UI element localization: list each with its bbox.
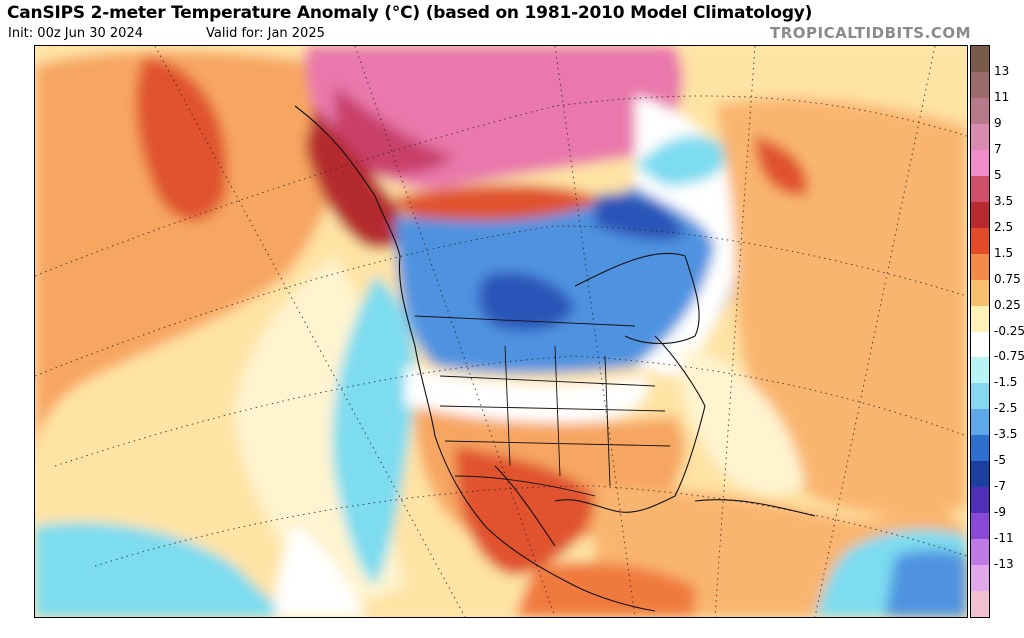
- init-time-label: Init: 00z Jun 30 2024: [8, 26, 143, 41]
- color-scale-segment: [971, 565, 989, 592]
- chart-title: CanSIPS 2-meter Temperature Anomaly (°C)…: [7, 3, 813, 23]
- color-scale-label: -1.5: [994, 375, 1018, 390]
- color-scale-segment: [971, 253, 989, 281]
- color-scale-label: 9: [994, 115, 1002, 130]
- color-scale-label: -0.75: [994, 349, 1024, 364]
- color-scale-label: -5: [994, 453, 1006, 468]
- pacific-cool-band: [332, 276, 416, 586]
- color-scale-label: 3.5: [994, 193, 1014, 208]
- valid-time-label: Valid for: Jan 2025: [206, 26, 325, 41]
- color-scale-segment: [971, 201, 989, 229]
- color-scale-segment: [971, 409, 989, 436]
- color-scale-segment: [971, 383, 989, 410]
- graticule: [35, 46, 967, 617]
- color-scale-segment: [971, 71, 989, 99]
- color-scale-label: 0.25: [994, 297, 1021, 312]
- color-scale-label: 5: [994, 167, 1002, 182]
- color-scale-segment: [971, 591, 989, 618]
- color-scale-segment: [971, 357, 989, 384]
- color-scale-label: 1.5: [994, 245, 1014, 260]
- color-scale-segment: [971, 305, 989, 332]
- political-borders: [414, 315, 671, 497]
- color-scale-label: -3.5: [994, 427, 1018, 442]
- atlantic-warm-region: [715, 97, 967, 517]
- color-scale-label: 13: [994, 63, 1010, 78]
- color-scale-segment: [971, 279, 989, 307]
- color-scale-label: -9: [994, 505, 1006, 520]
- color-scale-segment: [971, 175, 989, 203]
- color-scale-label: -11: [994, 531, 1014, 546]
- color-scale-segment: [971, 487, 989, 514]
- color-scale-segment: [971, 513, 989, 540]
- color-scale-segment: [971, 123, 989, 151]
- color-scale-segment: [971, 331, 989, 358]
- color-scale-bar: [970, 45, 990, 618]
- color-scale-segment: [971, 435, 989, 462]
- mexico-warm-region: [455, 446, 595, 576]
- color-scale-label: -2.5: [994, 401, 1018, 416]
- pacific-hot-core: [135, 56, 227, 221]
- color-scale-label: -13: [994, 557, 1014, 572]
- color-scale-label: -0.25: [994, 323, 1024, 338]
- color-scale-segment: [971, 149, 989, 177]
- pacific-warm-region: [35, 51, 343, 466]
- color-scale-label: 2.5: [994, 219, 1014, 234]
- color-scale-label: 7: [994, 141, 1002, 156]
- color-scale-segment: [971, 227, 989, 255]
- coastlines: [294, 105, 816, 612]
- anomaly-field: [35, 46, 967, 617]
- color-scale-segment: [971, 97, 989, 125]
- color-scale-segment: [971, 461, 989, 488]
- color-scale-segment: [971, 539, 989, 566]
- color-scale-label: 0.75: [994, 271, 1021, 286]
- color-scale-segment: [971, 46, 989, 73]
- color-scale-label: -7: [994, 479, 1006, 494]
- site-watermark: TROPICALTIDBITS.COM: [770, 24, 971, 42]
- temperature-anomaly-map: [34, 45, 968, 618]
- color-scale-label: 11: [994, 89, 1010, 104]
